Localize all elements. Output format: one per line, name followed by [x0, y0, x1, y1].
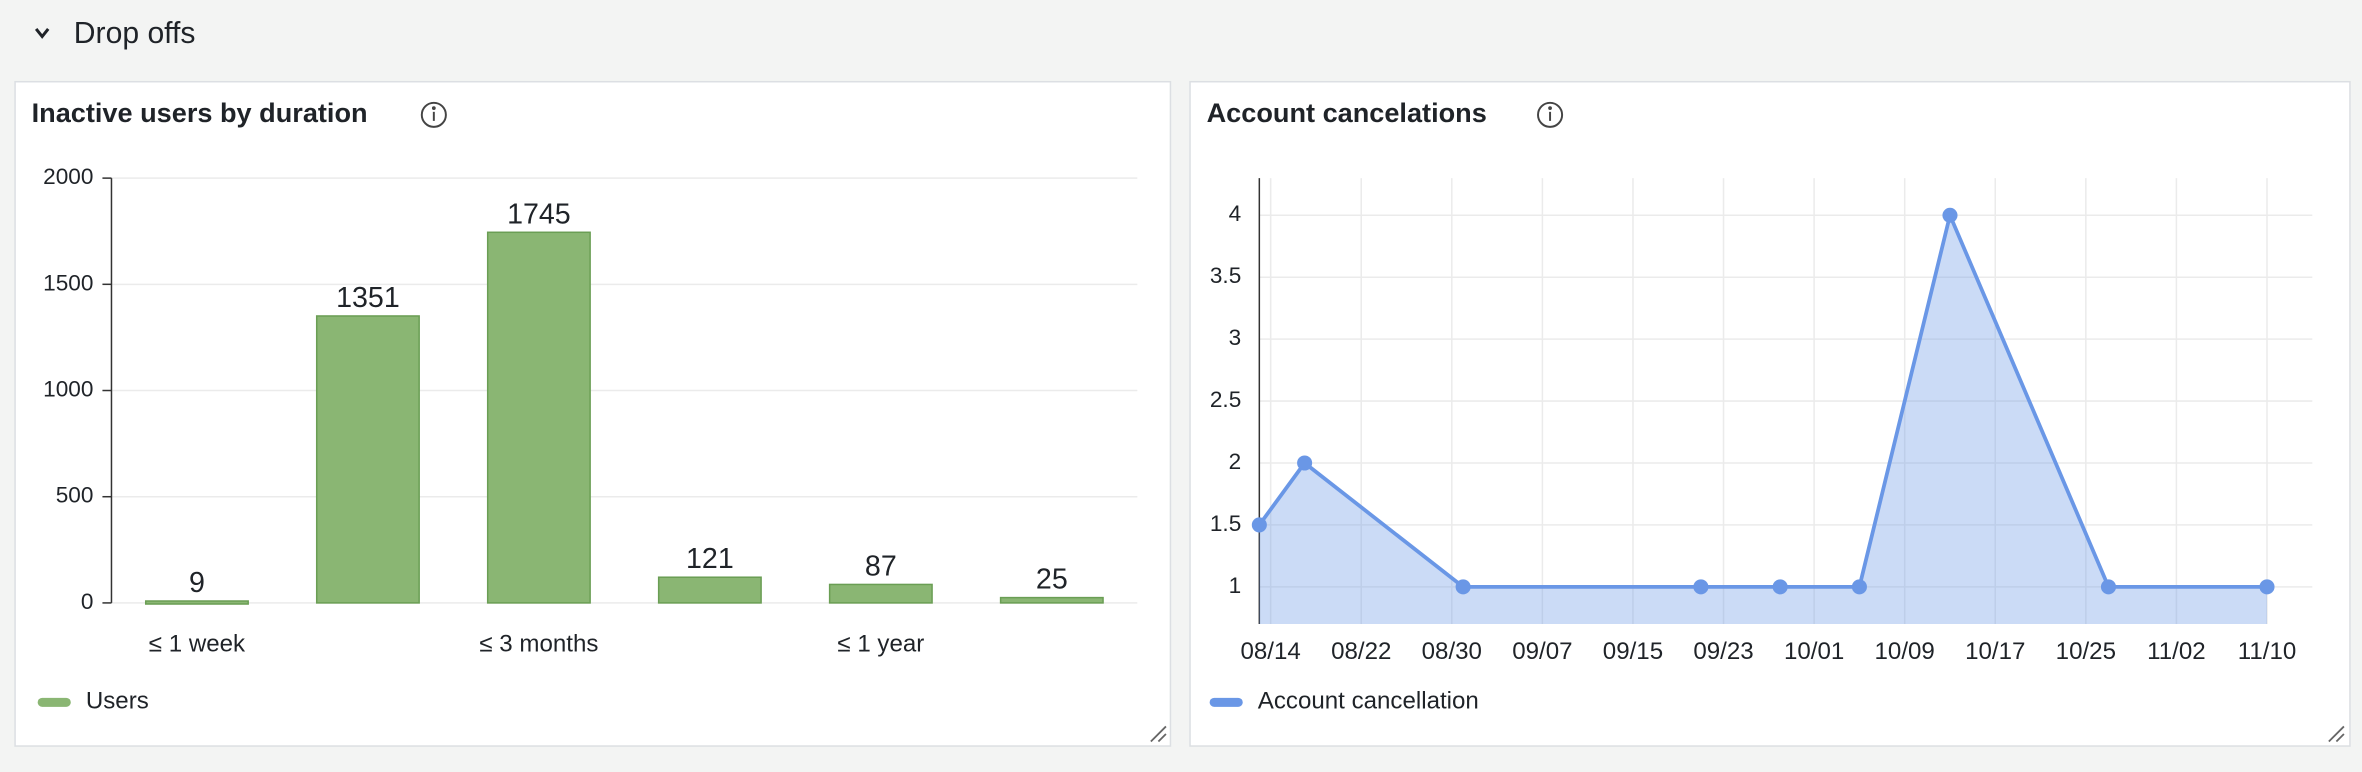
area — [1259, 215, 2268, 625]
point — [1772, 579, 1788, 595]
x-tick-label: 09/15 — [1603, 638, 1663, 665]
x-tick-label: 09/07 — [1512, 638, 1572, 665]
y-tick-label: 2 — [1229, 449, 1242, 474]
point — [1455, 579, 1471, 595]
x-tick-label: 09/23 — [1693, 638, 1753, 665]
value-label: 25 — [1036, 564, 1068, 596]
point — [1851, 579, 1867, 595]
x-tick-label: ≤ 1 week — [149, 630, 246, 657]
legend-label: Account cancellation — [1258, 688, 1479, 715]
bar — [486, 231, 591, 604]
collapse-chevron[interactable] — [34, 28, 50, 39]
x-tick-label: 11/10 — [2238, 638, 2297, 665]
value-label: 121 — [686, 543, 734, 575]
bar — [828, 583, 933, 604]
y-tick-label: 2.5 — [1210, 387, 1241, 412]
y-tick-label: 1500 — [43, 270, 93, 295]
point — [1297, 455, 1313, 471]
y-tick-label: 2000 — [43, 164, 93, 189]
value-label: 1745 — [507, 198, 571, 230]
x-tick-label: ≤ 1 year — [837, 630, 924, 657]
y-tick-label: 1.5 — [1210, 511, 1241, 536]
panel-title: Inactive users by duration — [32, 97, 368, 128]
x-tick-label: ≤ 3 months — [479, 630, 598, 657]
bar — [657, 576, 762, 604]
y-tick-label: 0 — [81, 589, 94, 614]
info-icon[interactable] — [420, 101, 447, 128]
point — [1693, 579, 1709, 595]
value-label: 9 — [189, 567, 205, 599]
panel — [1189, 80, 2351, 747]
point — [2100, 579, 2117, 595]
info-icon[interactable] — [1537, 101, 1564, 128]
point — [1942, 207, 1958, 223]
x-tick-label: 10/17 — [1965, 638, 2025, 665]
bar — [315, 315, 420, 604]
panel-title: Account cancelations — [1207, 97, 1487, 128]
x-tick-label: 08/22 — [1331, 638, 1391, 665]
section-title: Drop offs — [74, 17, 196, 50]
y-tick-label: 1000 — [43, 376, 93, 401]
value-label: 1351 — [336, 282, 400, 314]
bar — [999, 596, 1104, 604]
y-tick-label: 4 — [1229, 201, 1242, 226]
resize-handle[interactable] — [1150, 725, 2345, 743]
x-tick-label: 11/02 — [2147, 638, 2206, 665]
legend-label: Users — [86, 688, 149, 715]
value-label: 87 — [865, 550, 897, 582]
x-tick-label: 08/14 — [1241, 638, 1301, 665]
x-tick-label: 10/09 — [1875, 638, 1935, 665]
bar — [144, 600, 249, 605]
x-tick-label: 10/01 — [1784, 638, 1844, 665]
y-tick-label: 500 — [56, 483, 94, 508]
point — [2259, 579, 2275, 595]
y-tick-label: 3 — [1229, 325, 1242, 350]
point — [1251, 517, 1267, 533]
y-tick-label: 1 — [1229, 573, 1242, 598]
x-tick-label: 08/30 — [1422, 638, 1482, 665]
panel — [14, 80, 1172, 747]
y-tick-label: 3.5 — [1210, 263, 1241, 288]
x-tick-label: 10/25 — [2056, 638, 2116, 665]
